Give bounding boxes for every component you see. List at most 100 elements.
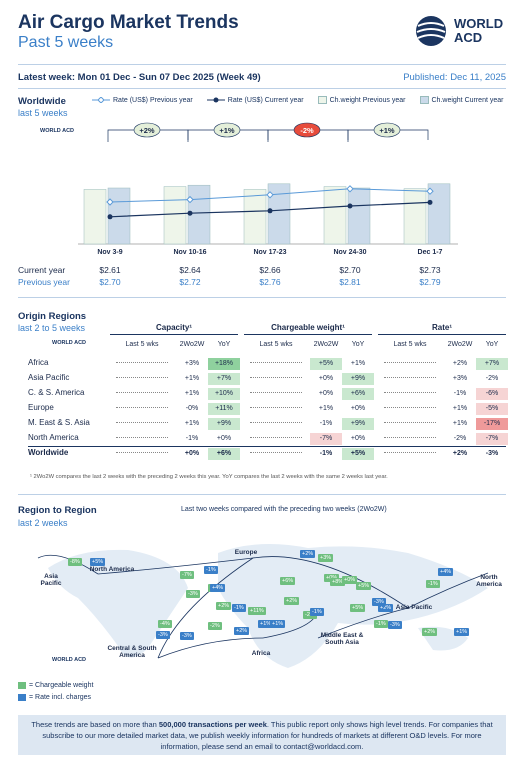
region-caption: Last two weeks compared with the precedi… [181, 506, 387, 513]
weight-change-badge: -2% [303, 611, 317, 619]
page-subtitle: Past 5 weeks [18, 34, 114, 51]
row-label-current: Current year [18, 265, 66, 275]
cell-2wo2w: -7% [310, 433, 342, 445]
legend-rate: = Rate incl. charges [18, 694, 91, 701]
cell-2wo2w: +1% [318, 405, 334, 412]
x-tick-label: Dec 1-7 [417, 249, 443, 256]
sparkline [116, 407, 168, 408]
x-tick-label: Nov 17-23 [253, 249, 287, 256]
cell-yoy: +0% [350, 405, 366, 412]
rate-change-badge: +1% [454, 628, 470, 636]
point-rate-curr [107, 214, 113, 220]
contact-email-link[interactable]: contact@worldacd.com [283, 742, 362, 751]
point-rate-prev [186, 195, 194, 204]
point-rate-curr [347, 203, 353, 209]
rate-change-badge: -1% [204, 566, 218, 574]
cell-2wo2w: -1% [319, 420, 333, 427]
weight-change-badge: -1% [374, 620, 388, 628]
weight-change-badge: -7% [180, 571, 194, 579]
cell-2wo2w: +1% [184, 375, 200, 382]
cell-2wo2w: +0% [318, 390, 334, 397]
origin-footnote: ¹ 2Wo2W compares the last 2 weeks with t… [30, 474, 388, 480]
sparkline [384, 422, 436, 423]
map-label: North America [476, 574, 502, 588]
cell-yoy: -3% [485, 450, 499, 457]
cell-2wo2w: +3% [452, 375, 468, 382]
cell-2wo2w: -1% [185, 435, 199, 442]
rate-previous-value: $2.79 [419, 277, 441, 287]
sparkline [116, 392, 168, 393]
bar-weight-prev [163, 186, 187, 245]
footer-bold: 500,000 transactions per week [158, 720, 267, 729]
cell-2wo2w: +1% [184, 390, 200, 397]
cell-yoy: +0% [216, 435, 232, 442]
region-name: Europe [28, 403, 54, 412]
point-rate-curr [267, 208, 273, 214]
cell-yoy: +6% [342, 388, 374, 400]
rate-change-badge: -3% [156, 631, 170, 639]
point-rate-prev [266, 191, 274, 199]
origin-mini-logo: WORLD ACD [52, 340, 87, 346]
cell-yoy: -7% [476, 433, 508, 445]
cell-2wo2w: -0% [185, 405, 199, 412]
rate-previous-value: $2.70 [99, 277, 121, 287]
divider [18, 297, 506, 298]
point-rate-curr [427, 199, 433, 205]
sparkline [116, 437, 168, 438]
weight-change-badge: +2% [422, 628, 438, 636]
change-badge [213, 122, 241, 138]
weight-change-badge: +3% [318, 554, 334, 562]
footer-text-1: These trends are based on more than [31, 720, 159, 729]
divider [18, 64, 506, 65]
rate-previous-value: $2.72 [179, 277, 201, 287]
cell-2wo2w: +1% [452, 405, 468, 412]
region-mini-logo: WORLD ACD [52, 657, 87, 663]
origin-subtitle: last 2 to 5 weeks [18, 323, 86, 333]
sub-header: YoY [217, 341, 231, 348]
rate-current-value: $2.73 [419, 265, 441, 275]
rate-change-badge: +5% [90, 558, 106, 566]
cell-yoy: +6% [208, 448, 240, 460]
cell-2wo2w: +2% [452, 450, 468, 457]
legend-rate-curr: Rate (US$) Current year [206, 96, 304, 104]
region-name: North America [28, 433, 79, 442]
rate-change-badge: +2% [234, 627, 250, 635]
weight-change-badge: -2% [208, 622, 222, 630]
sub-header: 2Wo2W [179, 341, 205, 348]
region-title: Region to Region [18, 505, 97, 516]
sparkline [384, 377, 436, 378]
sparkline [384, 437, 436, 438]
weight-change-badge: +6% [280, 577, 296, 585]
sparkline [116, 422, 168, 423]
cell-2wo2w: +5% [310, 358, 342, 370]
rate-current-value: $2.70 [339, 265, 361, 275]
cell-2wo2w: -1% [453, 390, 467, 397]
divider [18, 88, 506, 89]
map-label: Europe [234, 549, 258, 556]
worldwide-chart: +2% +1% -2% +1% [78, 122, 458, 245]
sparkline [250, 377, 302, 378]
rate-change-badge: -3% [180, 632, 194, 640]
change-badge [293, 122, 321, 138]
weight-change-badge: -4% [158, 620, 172, 628]
worldwide-subtitle: last 5 weeks [18, 108, 68, 118]
group-header: Rate¹ [378, 323, 506, 335]
sparkline [250, 437, 302, 438]
region-name: M. East & S. Asia [28, 418, 90, 427]
map-labels: Asia Pacific North America Europe Central &… [41, 549, 502, 659]
worldwide-legend: Rate (US$) Previous year Rate (US$) Curr… [92, 96, 503, 104]
region-name: Worldwide [28, 448, 69, 457]
point-rate-prev [346, 185, 354, 193]
sub-header: YoY [485, 341, 499, 348]
rate-previous-value: $2.76 [259, 277, 281, 287]
map-label: Africa [251, 650, 271, 657]
footer-note: These trends are based on more than 500,… [18, 715, 506, 755]
sub-header: 2Wo2W [447, 341, 473, 348]
sparkline [250, 422, 302, 423]
cell-2wo2w: -1% [319, 450, 333, 457]
cell-yoy: +9% [208, 418, 240, 430]
x-tick-label: Nov 24-30 [333, 249, 367, 256]
bar-weight-curr [347, 187, 371, 245]
latest-week: Latest week: Mon 01 Dec - Sun 07 Dec 202… [18, 72, 261, 83]
cell-yoy: -17% [476, 418, 508, 430]
